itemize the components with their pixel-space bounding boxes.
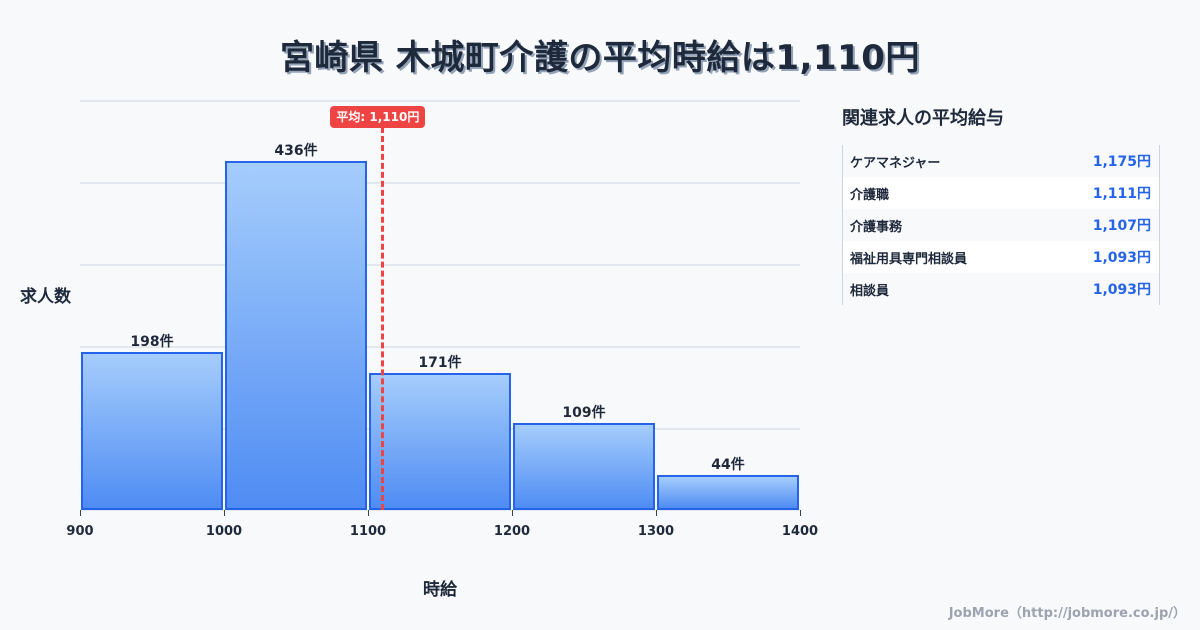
job-wage: 1,175円: [1092, 154, 1151, 170]
x-tick-label: 1100: [349, 524, 387, 539]
job-name: 介護職: [850, 187, 890, 203]
x-tick: [800, 510, 801, 516]
bar-value-label: 198件: [130, 333, 174, 350]
x-tick: [224, 510, 225, 516]
x-tick: [512, 510, 513, 516]
job-wage: 1,111円: [1092, 186, 1151, 202]
bar-value-label: 44件: [711, 456, 745, 473]
job-name: ケアマネジャー: [850, 155, 941, 171]
related-salaries-title: 関連求人の平均給与: [842, 108, 1004, 129]
x-tick-label: 1300: [637, 524, 675, 539]
x-tick-label: 1000: [205, 524, 243, 539]
average-line: [380, 127, 384, 510]
histogram-bar: [369, 373, 511, 510]
bar-value-label: 436件: [274, 143, 318, 160]
histogram-bar: [81, 351, 223, 510]
average-badge: 平均: 1,110円: [330, 106, 426, 128]
histogram-bar: [513, 422, 655, 510]
table-row: 介護事務 1,107円: [843, 209, 1159, 241]
related-salaries-table: ケアマネジャー 1,175円 介護職 1,111円 介護事務 1,107円 福祉…: [842, 145, 1160, 305]
x-tick: [80, 510, 81, 516]
gridline: [80, 264, 800, 266]
x-tick: [368, 510, 369, 516]
x-tick: [656, 510, 657, 516]
x-tick-label: 1400: [781, 524, 819, 539]
job-name: 福祉用具専門相談員: [850, 251, 968, 267]
x-tick-label: 900: [66, 524, 94, 539]
histogram-chart: 198件 436件 171件 109件 44件 平均: 1,110円 900 1000 11…: [20, 100, 819, 600]
table-row: 福祉用具専門相談員 1,093円: [843, 241, 1159, 273]
gridline: [80, 100, 800, 102]
footer-credit: JobMore（http://jobmore.co.jp/）: [948, 606, 1186, 621]
job-wage: 1,093円: [1092, 282, 1151, 298]
table-row: 相談員 1,093円: [843, 273, 1159, 305]
job-wage: 1,093円: [1092, 250, 1151, 266]
job-name: 相談員: [850, 283, 890, 299]
y-axis-label: 求人数: [20, 287, 71, 307]
bar-value-label: 109件: [562, 404, 606, 421]
table-row: 介護職 1,111円: [843, 177, 1159, 209]
page-title: 宮崎県 木城町介護の平均時給は1,110円: [280, 38, 920, 78]
histogram-bar: [225, 161, 367, 510]
bar-value-label: 171件: [418, 355, 462, 372]
gridline: [80, 346, 800, 348]
x-axis-line: [80, 510, 800, 511]
gridline: [80, 182, 800, 184]
job-name: 介護事務: [850, 219, 903, 235]
table-row: ケアマネジャー 1,175円: [843, 145, 1159, 177]
job-wage: 1,107円: [1092, 218, 1151, 234]
x-axis-label: 時給: [423, 580, 457, 600]
histogram-bar: [657, 474, 799, 510]
x-tick-label: 1200: [493, 524, 531, 539]
